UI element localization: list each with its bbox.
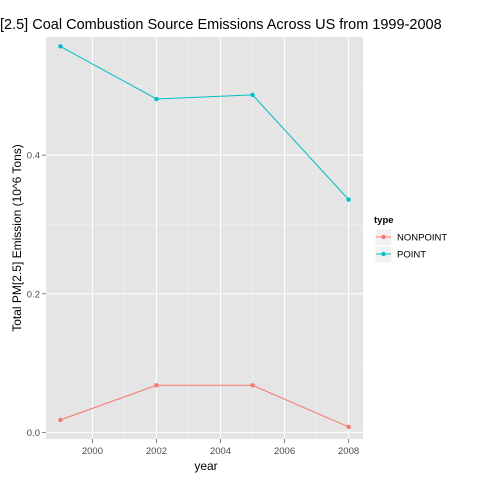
y-axis: 0.0 0.2 0.4 <box>27 151 46 439</box>
data-point-nonpoint <box>250 383 254 387</box>
x-tick-label: 2008 <box>338 446 359 457</box>
x-axis-title: year <box>194 459 217 473</box>
x-tick-label: 2000 <box>82 446 103 457</box>
legend: type NONPOINT POINT <box>374 215 447 263</box>
legend-label-point: POINT <box>397 250 426 261</box>
data-point-nonpoint <box>154 383 158 387</box>
legend-title: type <box>374 215 394 226</box>
data-point-point <box>154 97 158 101</box>
y-tick-label: 0.4 <box>27 151 40 162</box>
y-tick-label: 0.2 <box>27 289 40 300</box>
data-point-point <box>58 44 62 48</box>
data-point-nonpoint <box>346 425 350 429</box>
legend-label-nonpoint: NONPOINT <box>397 233 447 244</box>
data-point-nonpoint <box>58 418 62 422</box>
y-tick-label: 0.0 <box>27 428 40 439</box>
x-tick-label: 2006 <box>274 446 295 457</box>
chart-title: [2.5] Coal Combustion Source Emissions A… <box>0 17 442 33</box>
legend-point-point <box>381 252 385 256</box>
y-axis-title: Total PM[2.5] Emission (10^6 Tons) <box>10 144 24 332</box>
x-tick-label: 2002 <box>146 446 167 457</box>
data-point-point <box>346 197 350 201</box>
data-point-point <box>250 93 254 97</box>
x-tick-label: 2004 <box>210 446 231 457</box>
x-axis: 2000 2002 2004 2006 2008 <box>82 439 359 457</box>
legend-point-nonpoint <box>381 235 385 239</box>
